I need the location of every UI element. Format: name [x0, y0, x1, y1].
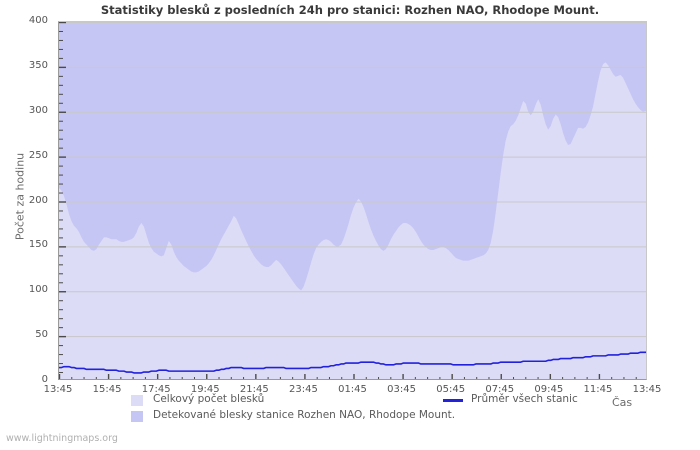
chart-legend: Celkový počet blesků Průměr všech stanic…	[0, 392, 700, 426]
y-tick-label: 100	[28, 284, 48, 296]
y-tick-label: 0	[41, 374, 48, 385]
legend-label-total: Celkový počet blesků	[153, 393, 265, 405]
x-tick-label: 21:45	[239, 384, 269, 395]
legend-label-average: Průměr všech stanic	[471, 393, 578, 405]
plot-svg	[59, 22, 646, 379]
legend-label-station: Detekované blesky stanice Rozhen NAO, Rh…	[153, 409, 456, 421]
y-tick-label: 350	[28, 59, 48, 71]
chart-title: Statistiky blesků z posledních 24h pro s…	[100, 3, 600, 17]
x-tick-label: 01:45	[338, 384, 367, 395]
average-line	[59, 351, 646, 374]
x-tick-label: 07:45	[485, 384, 515, 395]
plot-area	[58, 21, 647, 380]
x-tick-label: 19:45	[190, 384, 220, 395]
y-tick-label: 150	[28, 239, 48, 251]
watermark: www.lightningmaps.org	[6, 433, 118, 444]
y-tick-label: 50	[35, 329, 48, 341]
x-tick-label: 11:45	[583, 384, 613, 395]
x-tick-label: 03:45	[387, 384, 416, 395]
x-tick-label: 17:45	[141, 384, 171, 395]
y-tick-label: 300	[28, 104, 48, 116]
x-tick-label: 13:45	[43, 384, 73, 395]
total-area	[59, 62, 646, 379]
legend-line-average	[443, 399, 463, 402]
y-tick-label: 400	[28, 15, 48, 26]
legend-swatch-station	[131, 411, 143, 422]
y-tick-label: 200	[28, 194, 48, 206]
y-tick-label: 250	[28, 149, 48, 161]
legend-swatch-total	[131, 395, 143, 406]
x-tick-label: 23:45	[288, 384, 318, 395]
x-tick-label: 13:45	[632, 384, 662, 395]
x-tick-label: 09:45	[534, 384, 564, 395]
x-axis-title: Čas	[612, 396, 633, 409]
x-tick-label: 05:45	[436, 384, 466, 395]
x-tick-label: 15:45	[92, 384, 122, 395]
